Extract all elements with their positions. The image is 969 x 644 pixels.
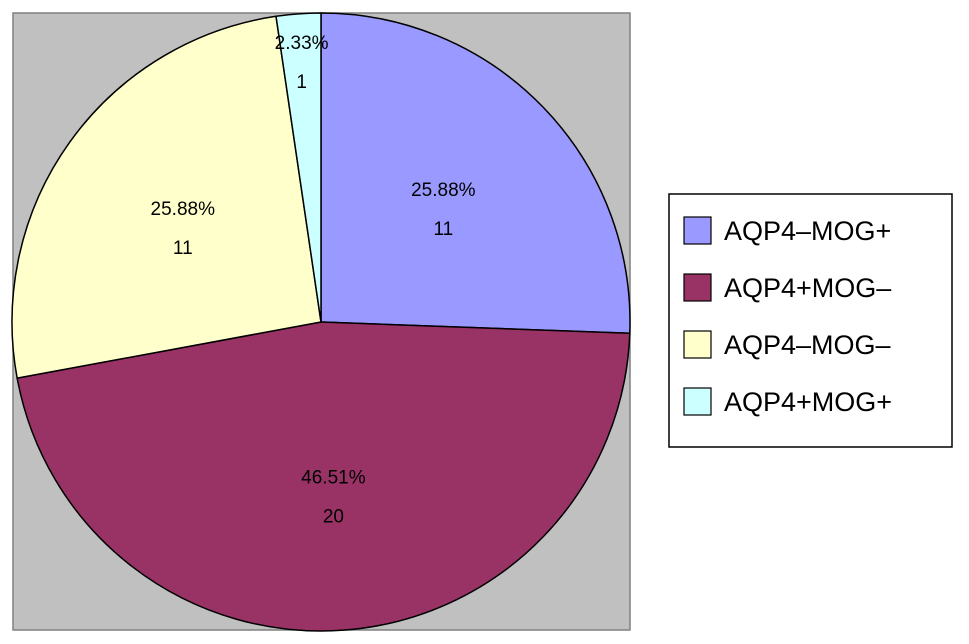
pie-slices <box>11 12 631 632</box>
legend-box <box>668 193 953 448</box>
pie-slice-3 <box>275 12 322 323</box>
legend-label-3: AQP4+MOG+ <box>724 387 892 417</box>
pie-slice-0 <box>320 12 631 335</box>
legend-swatch-3 <box>683 387 712 416</box>
slice-percent-label-1: 46.51% <box>301 467 366 488</box>
pie-slice-1 <box>16 321 631 632</box>
legend-swatch-2 <box>683 330 712 359</box>
slice-value-label-2: 11 <box>173 238 193 259</box>
pie-slice-2 <box>11 15 322 379</box>
legend-label-1: AQP4+MOG– <box>724 273 891 303</box>
legend-label-0: AQP4–MOG+ <box>724 216 891 246</box>
slice-percent-label-3: 2.33% <box>275 33 329 54</box>
legend-swatch-0 <box>683 216 712 245</box>
legend-items: AQP4–MOG+ AQP4+MOG– AQP4–MOG– AQP4+MOG+ <box>683 216 892 417</box>
legend-swatch-1 <box>683 273 712 302</box>
slice-percent-label-0: 25.88% <box>411 180 476 201</box>
slice-percent-label-2: 25.88% <box>151 199 216 220</box>
slice-value-label-0: 11 <box>433 219 453 240</box>
slice-value-label-3: 1 <box>296 72 307 93</box>
legend-label-2: AQP4–MOG– <box>724 330 891 360</box>
legend: AQP4–MOG+ AQP4+MOG– AQP4–MOG– AQP4+MOG+ <box>668 193 953 448</box>
slice-value-label-1: 20 <box>323 506 344 527</box>
pie-slice-labels: 25.88% 11 46.51% 20 25.88% 11 2.33% 1 <box>151 33 476 528</box>
